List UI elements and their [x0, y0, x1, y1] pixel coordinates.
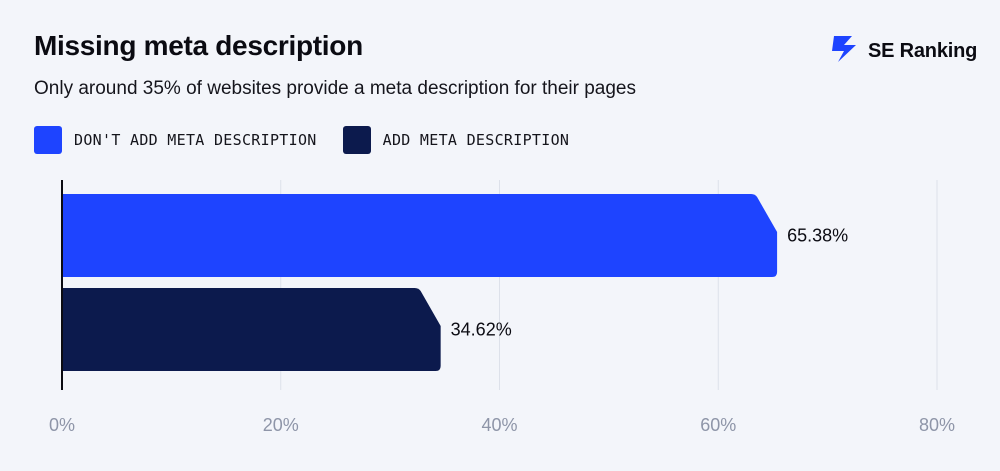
x-tick-label: 20% [263, 415, 299, 435]
legend-swatch-add [342, 126, 371, 154]
brand-name: SE Ranking [868, 39, 978, 62]
legend-label-add: ADD META DESCRIPTION [382, 131, 570, 149]
brand-logo: SE Ranking [830, 34, 977, 68]
chart-legend: DON'T ADD META DESCRIPTION ADD META DESC… [34, 126, 595, 154]
bar-value-label: 65.38% [787, 226, 848, 246]
chart-subtitle: Only around 35% of websites provide a me… [34, 78, 636, 99]
x-tick-label: 80% [919, 415, 955, 435]
se-ranking-logo-icon [830, 32, 860, 71]
legend-swatch-dont-add [34, 126, 62, 154]
x-tick-label: 60% [700, 415, 736, 435]
legend-item-add: ADD META DESCRIPTION [342, 126, 570, 154]
bar [62, 194, 778, 277]
x-tick-label: 0% [49, 415, 75, 435]
bar [62, 288, 441, 371]
chart-title: Missing meta description [34, 30, 363, 61]
bar-value-label: 34.62% [451, 320, 512, 340]
legend-label-dont-add: DON'T ADD META DESCRIPTION [74, 131, 317, 149]
legend-item-dont-add: DON'T ADD META DESCRIPTION [34, 126, 317, 154]
x-tick-label: 40% [481, 415, 517, 435]
